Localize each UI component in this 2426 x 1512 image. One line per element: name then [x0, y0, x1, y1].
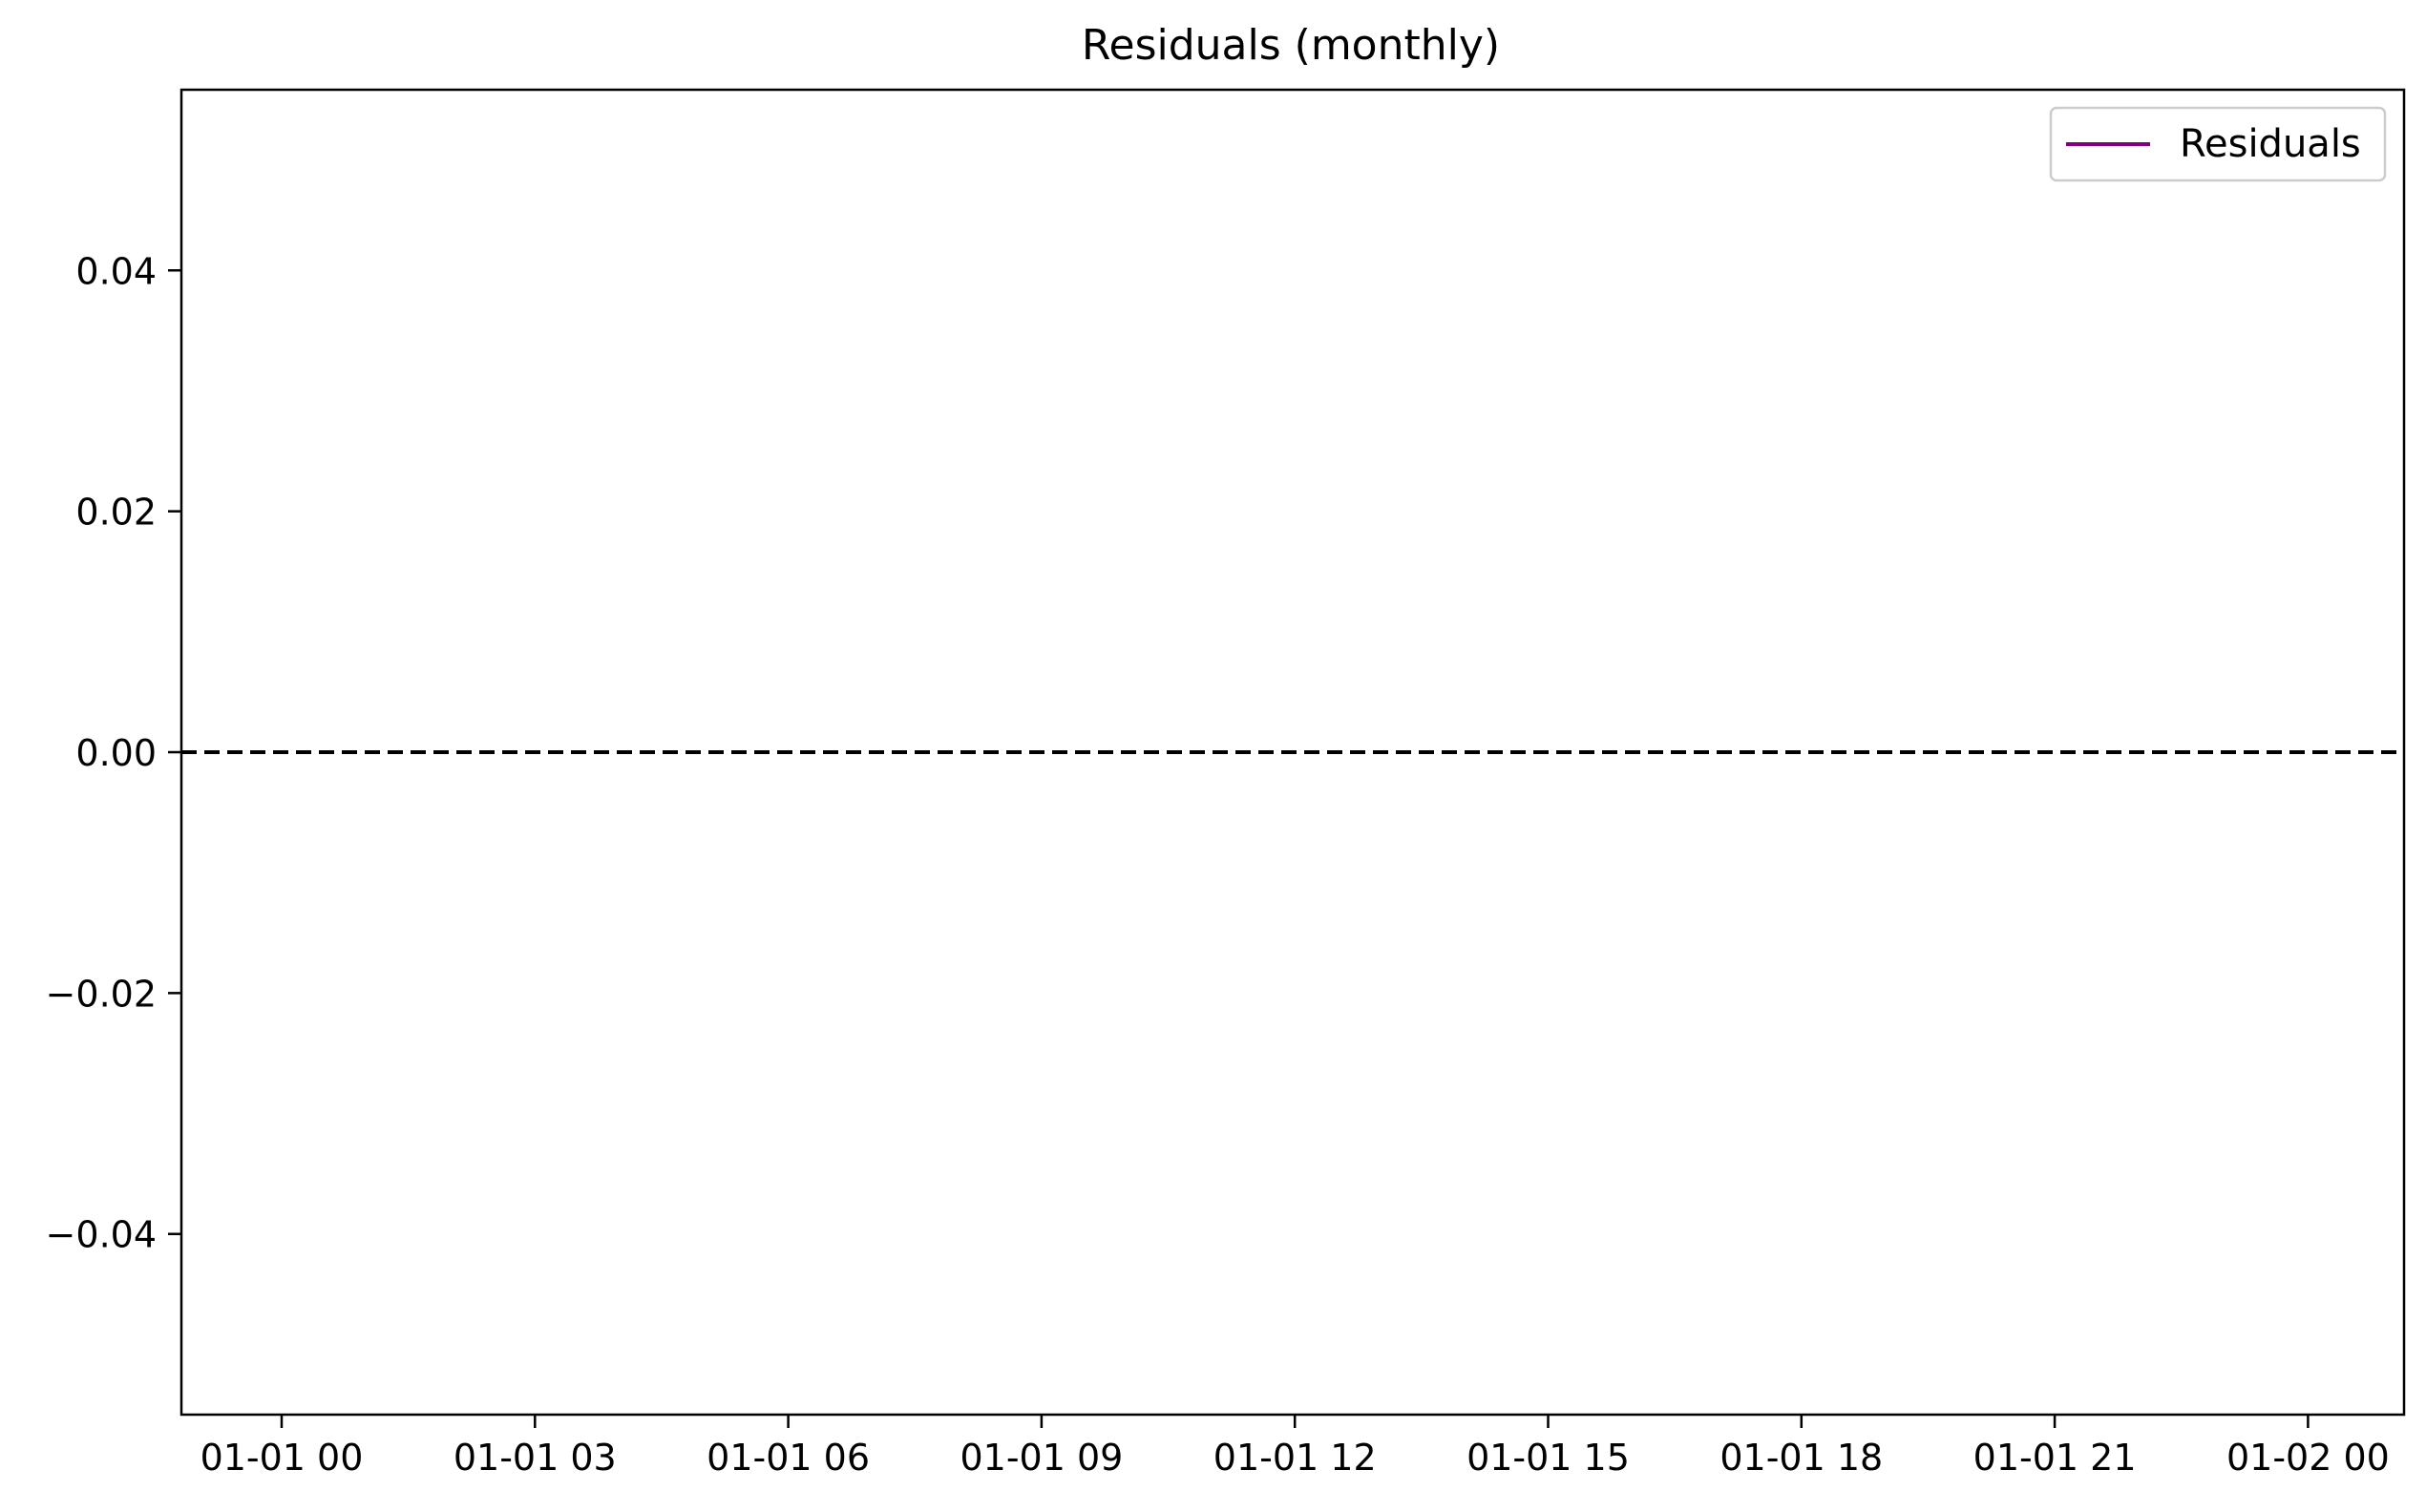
plot-frame: [179, 88, 2406, 1417]
x-tick-label: 01-01 00: [200, 1437, 364, 1479]
x-tick-label: 01-01 18: [1719, 1437, 1883, 1479]
y-tick-label: 0.00: [75, 732, 157, 774]
x-tick-label: 01-02 00: [2226, 1437, 2390, 1479]
legend-box: [2049, 106, 2387, 182]
y-tick-label: 0.04: [75, 250, 157, 292]
x-tick-label: 01-01 06: [707, 1437, 870, 1479]
x-tick-label: 01-01 09: [960, 1437, 1123, 1479]
chart-title: Residuals (monthly): [1082, 21, 1500, 70]
y-tick-label: 0.02: [75, 492, 157, 534]
legend-label-residuals: Residuals: [2180, 122, 2361, 166]
x-tick-label: 01-01 03: [454, 1437, 617, 1479]
legend: Residuals: [2049, 106, 2387, 182]
x-tick-label: 01-01 12: [1213, 1437, 1377, 1479]
x-axis: 01-01 00 01-01 03 01-01 06 01-01 09 01-01 12…: [200, 1415, 2390, 1479]
x-tick-label: 01-01 15: [1466, 1437, 1630, 1479]
x-tick-label: 01-01 21: [1973, 1437, 2137, 1479]
y-axis: 0.04 0.02 0.00 −0.02 −0.04: [46, 250, 181, 1256]
y-tick-label: −0.04: [46, 1214, 157, 1256]
y-tick-label: −0.02: [46, 973, 157, 1015]
